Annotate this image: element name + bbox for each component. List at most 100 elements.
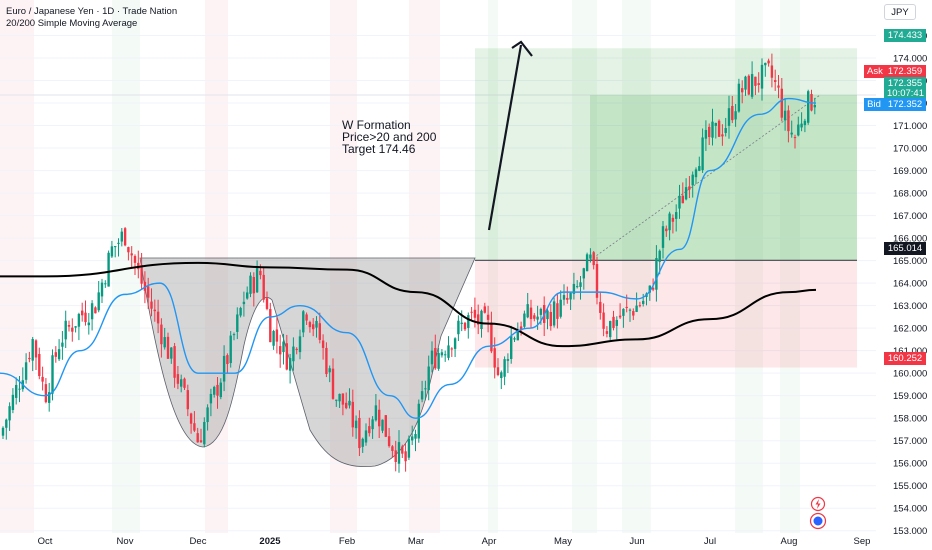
month-label: May <box>554 536 572 547</box>
candle-body <box>668 213 671 231</box>
candle-body <box>767 60 770 64</box>
lightning-icon[interactable] <box>810 496 826 512</box>
annotation-line-3: Target 174.46 <box>342 142 416 156</box>
candle-body <box>5 419 8 428</box>
w-formation-shape <box>139 257 476 468</box>
candle-body <box>516 330 519 341</box>
candle-body <box>714 123 717 126</box>
candle-body <box>615 319 618 326</box>
candle-body <box>387 436 391 447</box>
candle-body <box>444 354 447 356</box>
target-arrow-head <box>511 40 533 57</box>
candle-body <box>71 327 74 332</box>
replay-icon[interactable] <box>808 512 828 530</box>
candle-body <box>757 83 760 85</box>
candle-body <box>199 440 203 443</box>
candle-body <box>84 312 87 323</box>
candle-body <box>272 330 275 346</box>
month-label: 2025 <box>259 536 281 547</box>
price-tick-label: 162.000 <box>893 324 927 335</box>
month-label: Nov <box>117 536 134 547</box>
candle-body <box>338 393 341 402</box>
candle-body <box>754 76 757 86</box>
candle-body <box>483 306 486 313</box>
candle-body <box>576 286 579 288</box>
time-axis: Oct Nov Dec 2025 Feb Mar Apr May Jun Jul Aug Sep <box>0 533 876 550</box>
candle-body <box>566 297 569 300</box>
trade-path-line <box>589 94 821 261</box>
candle-body <box>381 419 384 431</box>
candle-body <box>744 76 747 90</box>
candle-body <box>308 322 312 328</box>
candle-body <box>156 311 160 324</box>
stop-price-tag: 160.252 <box>884 352 926 365</box>
candle-body <box>490 322 493 352</box>
candle-body <box>698 166 701 171</box>
candle-body <box>51 355 54 394</box>
candle-body <box>361 438 364 447</box>
session-band <box>488 0 498 540</box>
candle-body <box>114 246 117 248</box>
bid-label: Bid <box>864 98 884 111</box>
candle-body <box>226 355 229 365</box>
candle-body <box>232 334 236 336</box>
candle-body <box>783 110 787 121</box>
symbol-title: Euro / Japanese Yen · 1D · Trade Nation <box>6 6 178 17</box>
currency-selector[interactable]: JPY <box>884 4 916 20</box>
candle-body <box>523 313 526 327</box>
candle-body <box>790 132 793 135</box>
candle-body <box>609 321 612 338</box>
candle-body <box>417 403 420 439</box>
candle-body <box>434 348 437 369</box>
candle-body <box>74 326 77 328</box>
candle-body <box>15 384 18 398</box>
candle-body <box>453 338 457 349</box>
candle-body <box>193 423 196 431</box>
candle-body <box>457 320 460 335</box>
price-tick-label: 163.000 <box>893 301 927 312</box>
candle-body <box>318 323 321 340</box>
candle-body <box>642 300 645 304</box>
candle-body <box>661 226 665 248</box>
candle-body <box>249 275 252 294</box>
month-label: Apr <box>482 536 497 547</box>
month-label: Dec <box>190 536 207 547</box>
candle-body <box>559 299 562 317</box>
candle-body <box>760 64 764 89</box>
candle-body <box>404 451 407 462</box>
candle-body <box>31 339 34 361</box>
annotation-line-2: Price>20 and 200 <box>342 130 437 144</box>
candle-body <box>147 286 150 298</box>
month-label: Feb <box>339 536 355 547</box>
candle-body <box>694 169 698 178</box>
candle-body <box>539 308 543 315</box>
candle-body <box>582 268 585 279</box>
candle-body <box>288 358 292 371</box>
candle-body <box>731 106 734 121</box>
price-tick-label: 157.000 <box>893 436 927 447</box>
candle-body <box>160 324 163 345</box>
candle-body <box>107 252 110 287</box>
candle-body <box>721 134 724 137</box>
candle-body <box>374 405 378 421</box>
candle-body <box>348 400 351 406</box>
candle-body <box>526 304 529 318</box>
sma20-line <box>0 97 817 419</box>
candle-body <box>239 307 242 316</box>
candle-body <box>675 212 678 219</box>
candle-body <box>556 303 559 319</box>
ask-price-tag: 172.359 <box>884 65 926 78</box>
candle-body <box>127 247 130 253</box>
annotation-line-1: W Formation <box>342 118 411 132</box>
price-tick-label: 156.000 <box>893 459 927 470</box>
target-zone <box>475 48 857 261</box>
candle-body <box>275 329 279 342</box>
candle-body <box>219 382 222 398</box>
candle-body <box>262 274 265 300</box>
price-tick-label: 160.000 <box>893 369 927 380</box>
candle-body <box>143 281 147 291</box>
candle-body <box>473 309 477 318</box>
moving-average-lines <box>0 97 817 419</box>
candle-body <box>397 442 401 464</box>
